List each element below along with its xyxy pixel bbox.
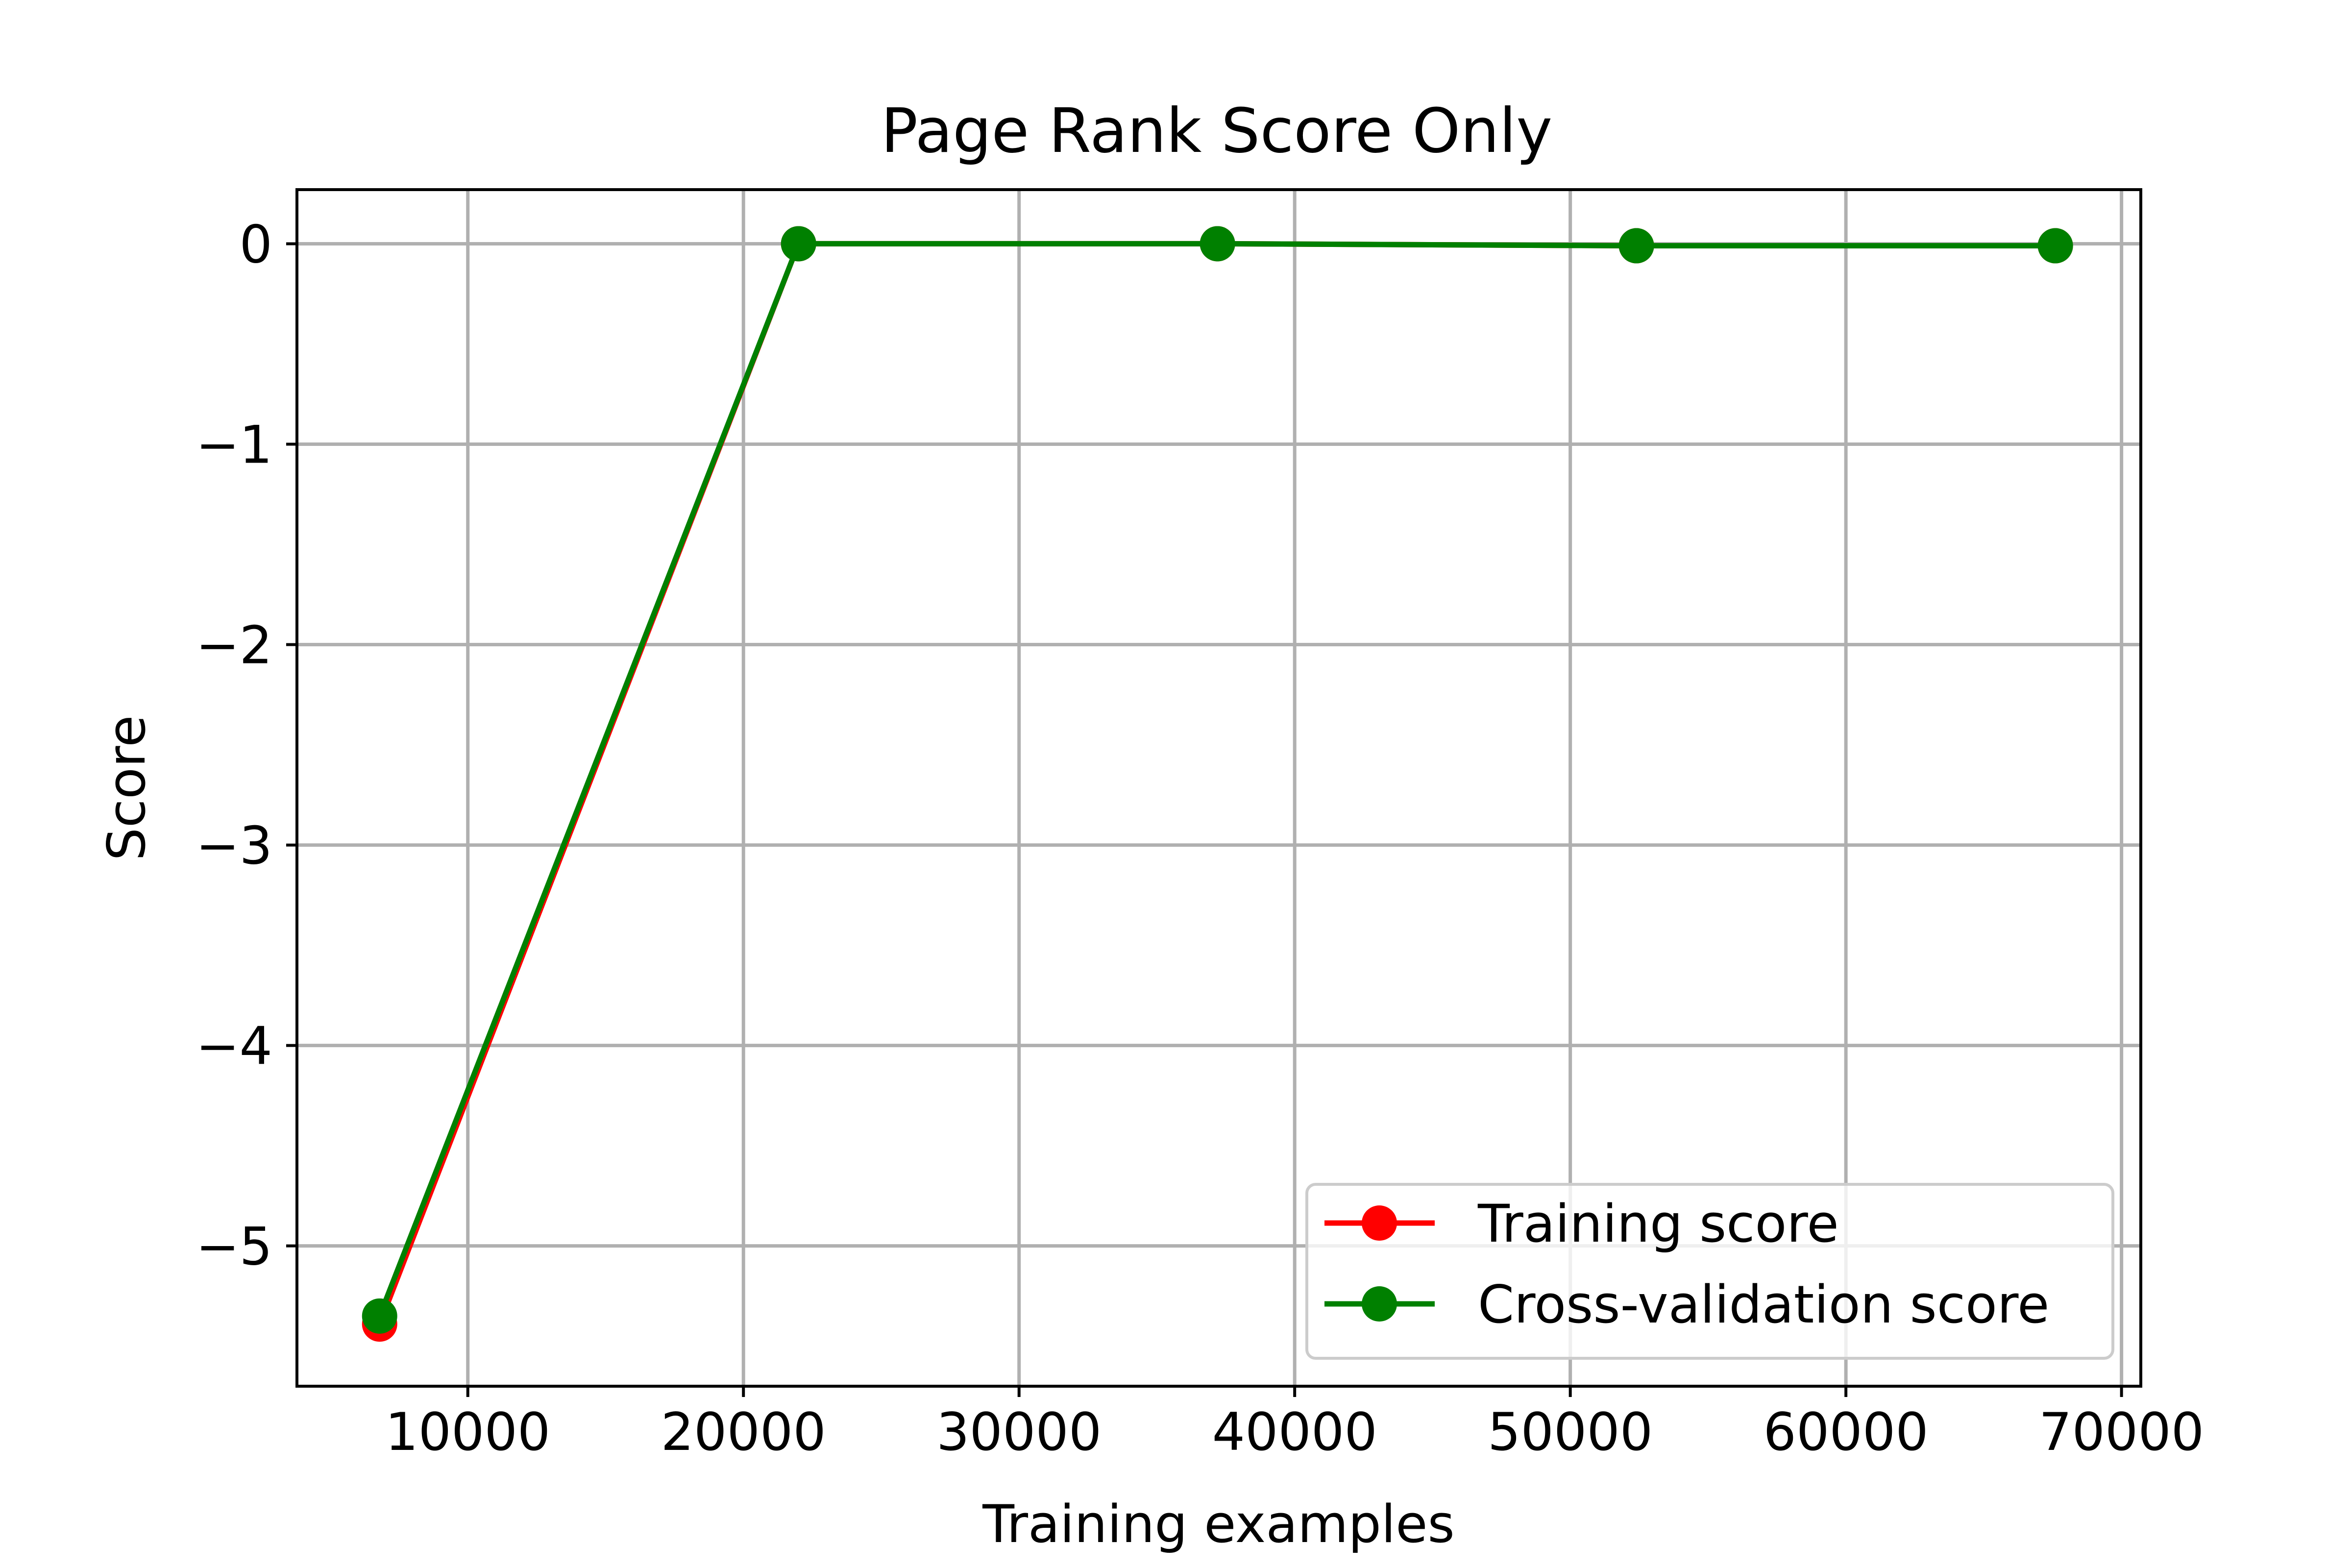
y-tick-label: −1 xyxy=(196,415,272,475)
y-axis-label: Score xyxy=(97,715,157,861)
y-tick-label: −3 xyxy=(196,816,272,876)
plot-series xyxy=(362,226,2073,1342)
data-point xyxy=(1618,228,1654,264)
x-tick-label: 40000 xyxy=(1212,1402,1377,1462)
series-cross-validation-score xyxy=(362,226,2073,1334)
chart-title: Page Rank Score Only xyxy=(881,96,1553,167)
x-axis: 10000 20000 30000 40000 50000 60000 70000 xyxy=(385,1386,2204,1462)
data-point xyxy=(2037,228,2073,264)
legend-label: Training score xyxy=(1477,1194,1839,1254)
x-tick-label: 30000 xyxy=(936,1402,1102,1462)
plot-frame xyxy=(295,188,2142,1388)
x-axis-label: Training examples xyxy=(982,1494,1454,1554)
x-tick-label: 20000 xyxy=(661,1402,826,1462)
data-point xyxy=(781,226,816,262)
x-tick-label: 70000 xyxy=(2039,1402,2204,1462)
y-tick-label: 0 xyxy=(240,214,272,274)
legend-box xyxy=(1305,1183,2114,1360)
x-tick-label: 60000 xyxy=(1764,1402,1929,1462)
y-tick-label: −4 xyxy=(196,1016,272,1077)
data-point xyxy=(1200,226,1235,262)
legend-marker xyxy=(1362,1286,1397,1322)
grid-lines xyxy=(297,190,2141,1386)
y-tick-label: −5 xyxy=(196,1217,272,1277)
x-tick-label: 10000 xyxy=(385,1402,550,1462)
legend: Training score Cross-validation score xyxy=(1305,1183,2114,1360)
legend-marker xyxy=(1362,1205,1397,1241)
y-axis: 0 −1 −2 −3 −4 −5 xyxy=(196,214,297,1277)
x-tick-label: 50000 xyxy=(1488,1402,1653,1462)
data-point xyxy=(362,1298,397,1334)
legend-label: Cross-validation score xyxy=(1478,1274,2049,1335)
legend-entries: Training score Cross-validation score xyxy=(1324,1194,2049,1335)
y-tick-label: −2 xyxy=(196,615,272,676)
